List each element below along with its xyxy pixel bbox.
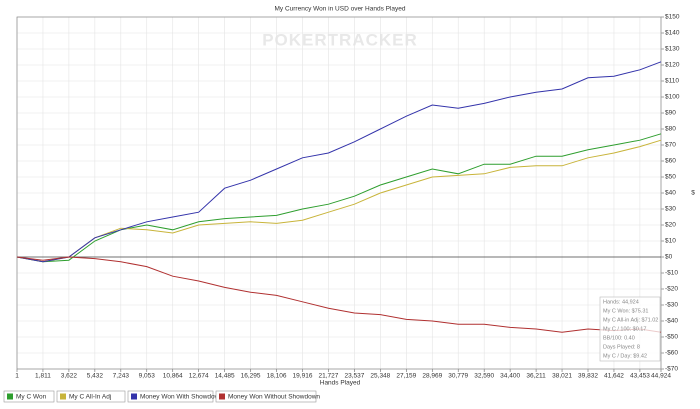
y-tick-label: $110	[665, 78, 679, 85]
y-tick-label: $80	[665, 126, 676, 133]
x-tick-label: 18,106	[267, 373, 287, 380]
x-tick-label: 32,590	[474, 373, 494, 380]
x-tick-label: 7,243	[113, 373, 130, 380]
stats-line: Hands: 44,924	[603, 299, 639, 305]
stats-line: BB/100: 0.40	[603, 335, 635, 341]
x-tick-label: 3,622	[61, 373, 78, 380]
legend-label: My C Won	[16, 394, 47, 401]
y-tick-label: $100	[665, 94, 680, 101]
stats-line: My C / Day: $9.42	[603, 353, 647, 359]
x-tick-label: 44,924	[651, 373, 671, 380]
x-tick-label: 25,348	[370, 373, 390, 380]
y-tick-label: $120	[665, 62, 680, 69]
legend-swatch	[219, 393, 225, 400]
x-tick-label: 23,537	[344, 373, 364, 380]
x-tick-label: 43,453	[630, 373, 650, 380]
x-tick-label: 21,727	[319, 373, 339, 380]
legend-label: Money Won Without Showdown	[228, 394, 320, 401]
x-tick-label: 39,832	[578, 373, 598, 380]
y-tick-label: $70	[665, 142, 676, 149]
x-tick-label: 34,400	[500, 373, 520, 380]
y-tick-label: -$40	[665, 318, 678, 325]
y-tick-label: $150	[665, 14, 680, 21]
y-tick-label: $90	[665, 110, 676, 117]
stats-line: Days Played: 8	[603, 344, 640, 350]
legend-label: My C All-In Adj	[69, 394, 111, 401]
x-tick-label: 38,021	[552, 373, 572, 380]
y-tick-label: $30	[665, 206, 676, 213]
x-tick-label: 9,053	[139, 373, 156, 380]
series-line	[16, 133, 662, 263]
stats-line: My C All-in Adj: $71.02	[603, 317, 658, 323]
x-tick-label: 28,969	[422, 373, 442, 380]
x-tick-label: 30,779	[448, 373, 468, 380]
y-tick-label: $0	[665, 254, 673, 261]
x-tick-label: 27,159	[396, 373, 416, 380]
x-tick-label: 14,485	[215, 373, 235, 380]
stats-box	[599, 296, 661, 362]
y-tick-label: $60	[665, 158, 676, 165]
legend-box	[215, 390, 317, 403]
y-tick-label: $20	[665, 222, 676, 229]
legend-box	[127, 390, 214, 403]
y-tick-label: -$30	[665, 302, 678, 309]
y-tick-label: -$50	[665, 334, 678, 341]
chart-title: My Currency Won in USD over Hands Played	[274, 6, 405, 13]
y-tick-label: $40	[665, 190, 676, 197]
legend-box	[56, 390, 126, 403]
x-tick-label: 41,642	[604, 373, 624, 380]
y-tick-label: -$70	[665, 366, 678, 373]
x-tick-label: 12,674	[189, 373, 209, 380]
legend-swatch	[60, 393, 66, 400]
y-tick-label: $10	[665, 238, 676, 245]
series-line	[16, 256, 662, 333]
stats-line: My C Won: $75.31	[603, 308, 648, 314]
series-line	[16, 61, 662, 263]
y-tick-label: -$10	[665, 270, 678, 277]
x-tick-label: 36,211	[526, 373, 546, 380]
y-tick-label: $50	[665, 174, 676, 181]
y-axis-label: $	[691, 190, 695, 197]
x-tick-label: 16,295	[241, 373, 261, 380]
legend-label: Money Won With Showdown	[140, 394, 223, 401]
y-tick-label: -$20	[665, 286, 678, 293]
legend-swatch	[7, 393, 13, 400]
x-tick-label: 1,811	[35, 373, 51, 380]
x-tick-label: 1	[15, 373, 19, 380]
legend-swatch	[131, 393, 137, 400]
y-tick-label: -$60	[665, 350, 678, 357]
legend-box	[3, 390, 55, 403]
x-axis-label: Hands Played	[320, 380, 361, 387]
plot-frame	[16, 16, 662, 370]
y-tick-label: $130	[665, 46, 680, 53]
stats-line: My C / 100: $0.17	[603, 326, 646, 332]
x-tick-label: 19,916	[293, 373, 313, 380]
y-tick-label: $140	[665, 30, 680, 37]
x-tick-label: 10,864	[163, 373, 183, 380]
x-tick-label: 5,432	[87, 373, 104, 380]
watermark: POKERTRACKER	[262, 30, 418, 49]
